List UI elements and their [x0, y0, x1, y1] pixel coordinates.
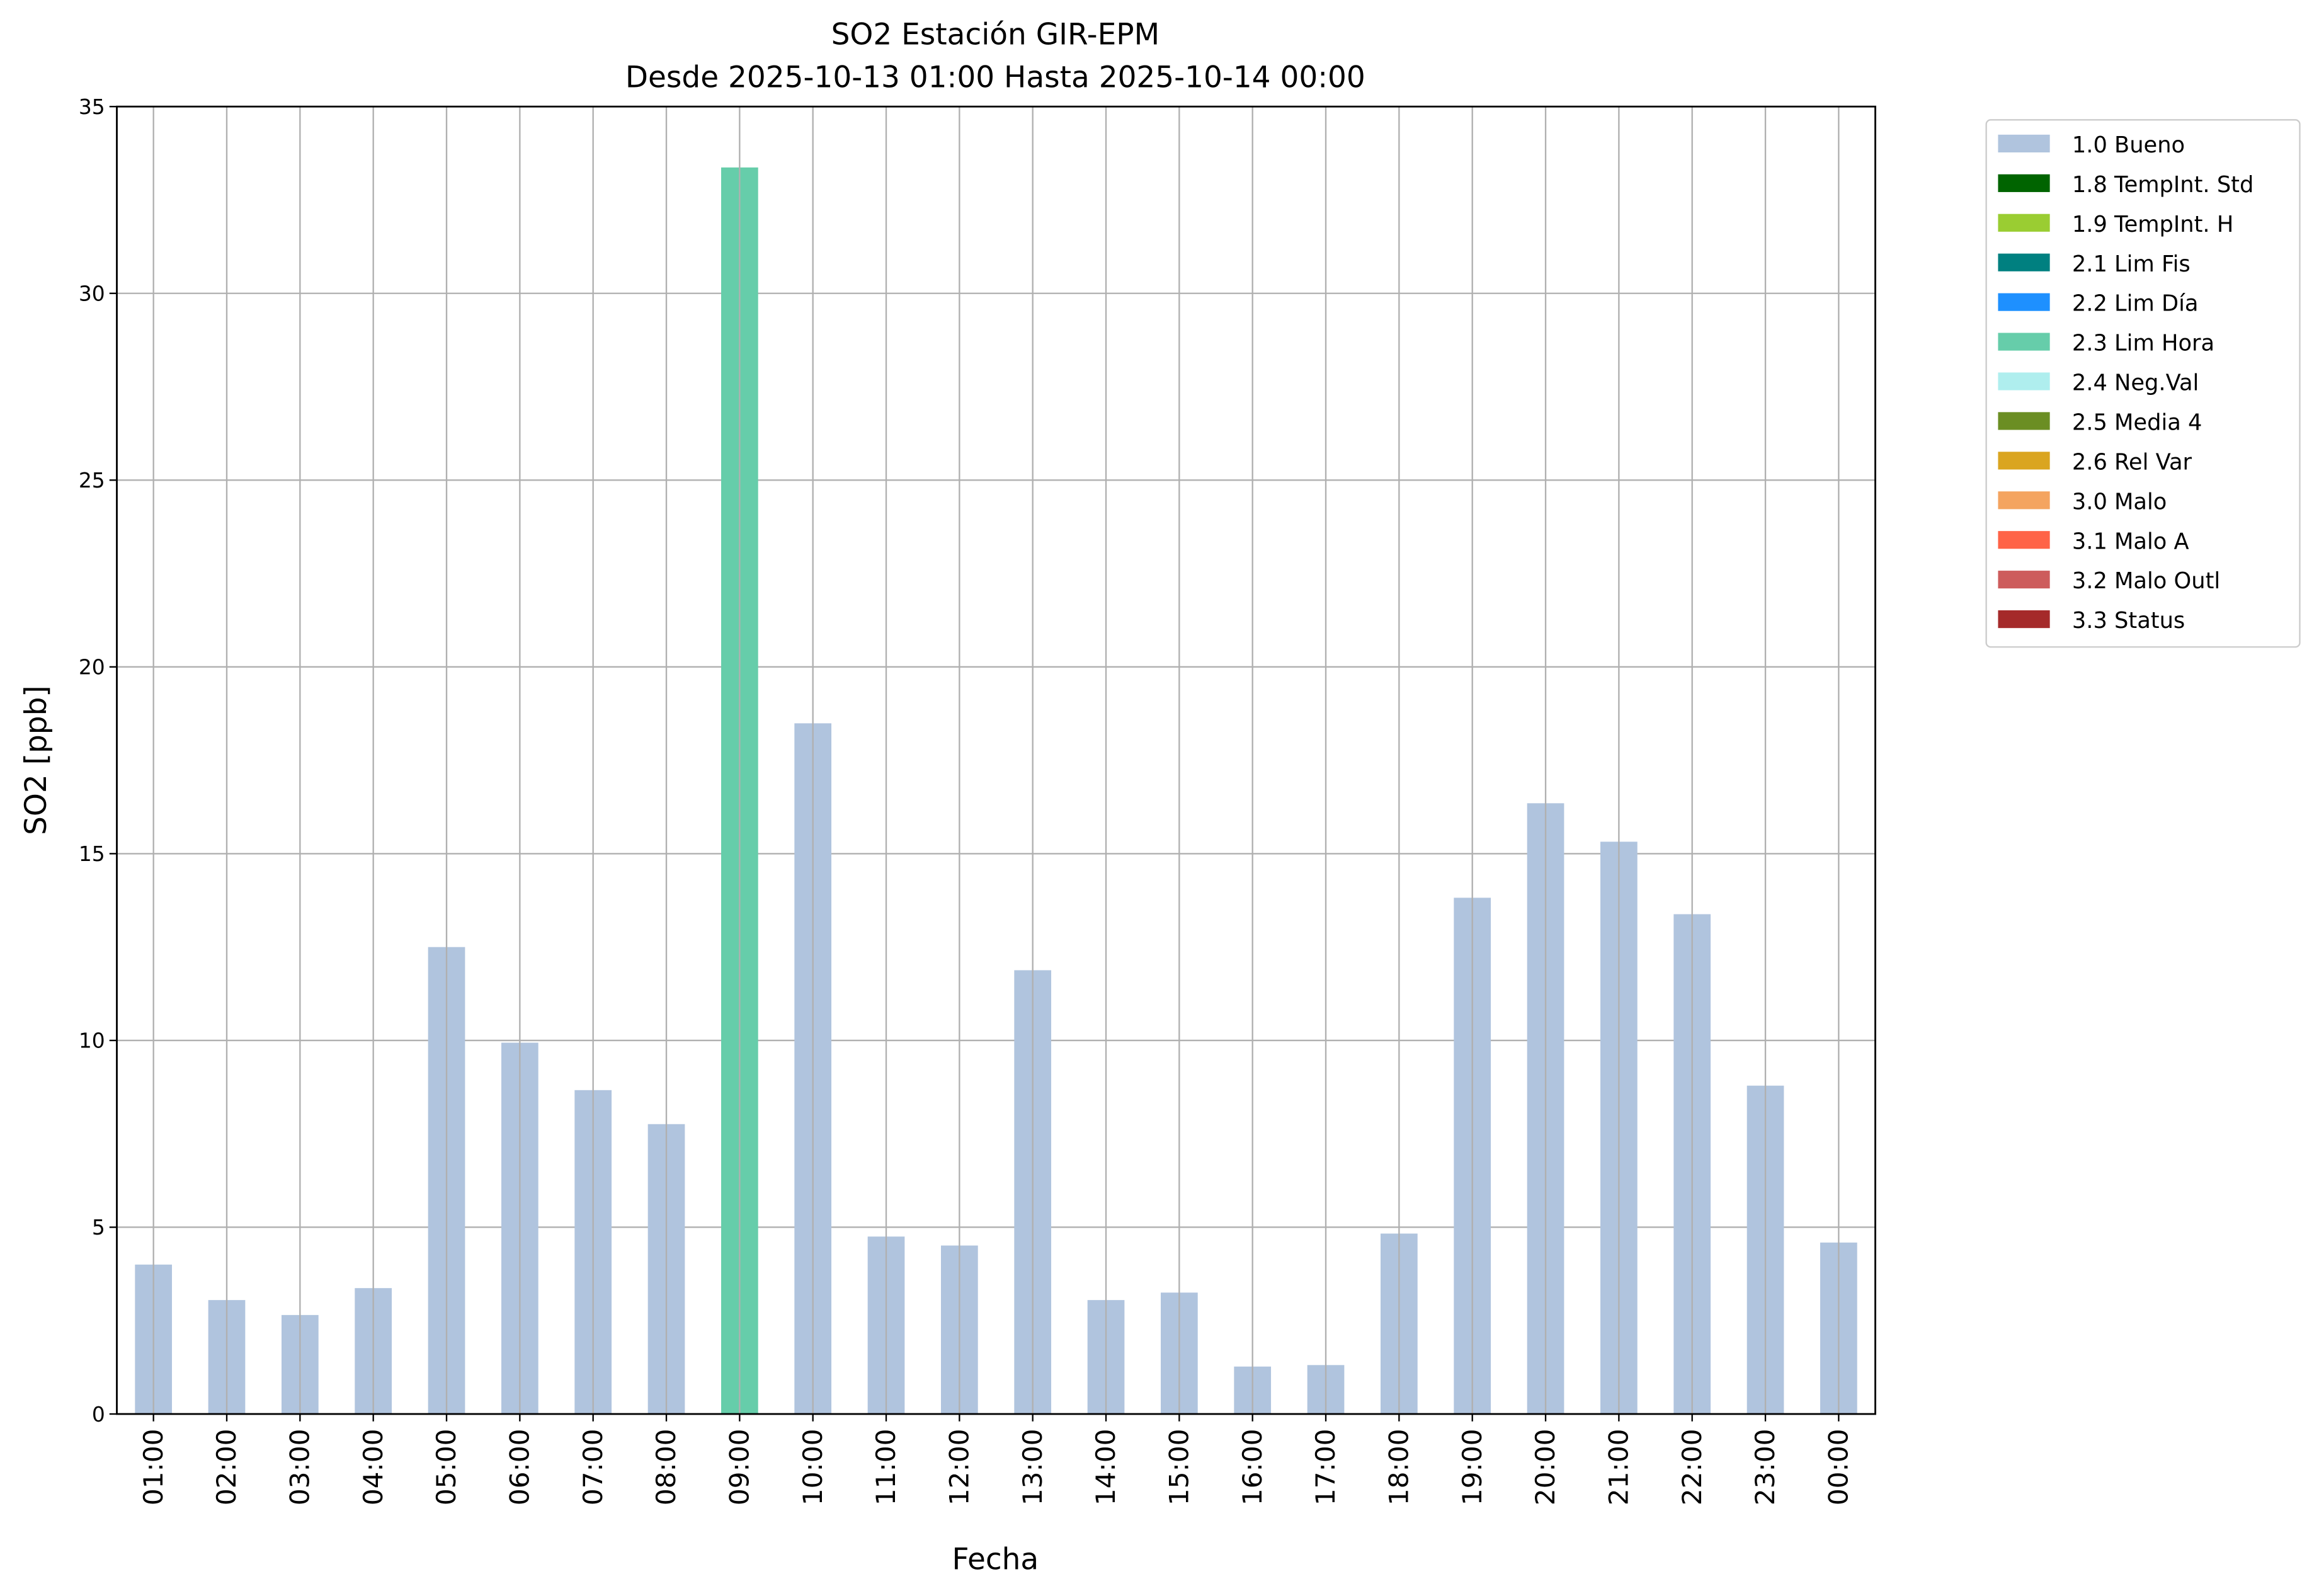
- y-tick-label: 0: [92, 1402, 105, 1427]
- x-tick-label: 10:00: [797, 1429, 828, 1506]
- legend-swatch: [1998, 491, 2050, 510]
- x-tick-label: 22:00: [1677, 1429, 1707, 1506]
- x-tick-label: 00:00: [1823, 1429, 1854, 1506]
- x-tick-label: 04:00: [358, 1429, 389, 1506]
- legend-label: 2.1 Lim Fis: [2072, 251, 2191, 277]
- x-tick-label: 07:00: [578, 1429, 608, 1506]
- chart-title: SO2 Estación GIR-EPM: [831, 18, 1160, 52]
- legend-label: 2.2 Lim Día: [2072, 291, 2199, 317]
- y-tick-label: 10: [79, 1029, 105, 1053]
- legend-label: 2.5 Media 4: [2072, 410, 2202, 436]
- legend-label: 3.2 Malo Outl: [2072, 568, 2220, 594]
- x-tick-label: 03:00: [284, 1429, 315, 1506]
- legend-swatch: [1998, 214, 2050, 232]
- x-tick-label: 16:00: [1237, 1429, 1268, 1506]
- legend-label: 2.4 Neg.Val: [2072, 370, 2199, 396]
- legend-label: 3.1 Malo A: [2072, 528, 2189, 554]
- x-tick-label: 11:00: [870, 1429, 901, 1506]
- legend-label: 2.3 Lim Hora: [2072, 331, 2214, 356]
- grid-lines: [117, 106, 1876, 1415]
- x-tick-label: 01:00: [138, 1429, 169, 1506]
- x-tick-label: 15:00: [1163, 1429, 1194, 1506]
- legend-label: 3.0 Malo: [2072, 489, 2167, 515]
- y-tick-label: 25: [79, 468, 105, 493]
- legend-swatch: [1998, 253, 2050, 271]
- legend-swatch: [1998, 174, 2050, 192]
- legend-swatch: [1998, 134, 2050, 153]
- x-tick-label: 02:00: [211, 1429, 242, 1506]
- x-tick-label: 23:00: [1750, 1429, 1781, 1506]
- chart-subtitle: Desde 2025-10-13 01:00 Hasta 2025-10-14 …: [625, 60, 1365, 95]
- legend-label: 2.6 Rel Var: [2072, 449, 2192, 475]
- x-tick-label: 21:00: [1603, 1429, 1634, 1506]
- x-tick-label: 09:00: [724, 1429, 755, 1506]
- y-tick-label: 15: [79, 841, 105, 866]
- x-tick-label: 06:00: [504, 1429, 535, 1506]
- y-ticks: 0 5 10 15 20 25 30 35: [79, 94, 117, 1427]
- x-tick-label: 20:00: [1530, 1429, 1561, 1506]
- x-axis-label: Fecha: [952, 1542, 1039, 1577]
- legend-label: 1.9 TempInt. H: [2072, 212, 2233, 237]
- x-tick-label: 18:00: [1383, 1429, 1414, 1506]
- legend-swatch: [1998, 293, 2050, 311]
- vertical-grid-lines: [152, 106, 1840, 1415]
- legend-swatch: [1998, 333, 2050, 351]
- legend-label: 1.0 Bueno: [2072, 132, 2185, 158]
- legend-swatch: [1998, 571, 2050, 589]
- x-tick-label: 13:00: [1017, 1429, 1048, 1506]
- legend-swatch: [1998, 531, 2050, 549]
- y-tick-label: 35: [79, 94, 105, 119]
- legend-label: 1.8 TempInt. Std: [2072, 172, 2254, 198]
- y-tick-label: 30: [79, 281, 105, 305]
- legend-swatch: [1998, 372, 2050, 390]
- legend-frame: [1985, 119, 2301, 648]
- x-tick-label: 05:00: [431, 1429, 462, 1506]
- y-tick-label: 5: [92, 1215, 105, 1240]
- y-tick-label: 20: [79, 655, 105, 680]
- x-tick-label: 19:00: [1457, 1429, 1488, 1506]
- legend-swatch: [1998, 610, 2050, 629]
- legend-label: 3.3 Status: [2072, 608, 2185, 634]
- legend: 1.0 Bueno 1.8 TempInt. Std 1.9 TempInt. H 2…: [1985, 119, 2301, 648]
- x-tick-label: 17:00: [1310, 1429, 1341, 1506]
- legend-swatch: [1998, 452, 2050, 470]
- x-ticks: 01:00 02:00 03:00 04:00 05:00 06:00 07:00 08:00…: [138, 1414, 1854, 1505]
- x-tick-label: 14:00: [1090, 1429, 1121, 1506]
- x-tick-label: 08:00: [651, 1429, 681, 1506]
- x-tick-label: 12:00: [943, 1429, 974, 1506]
- legend-swatch: [1998, 412, 2050, 430]
- plot-frame: [116, 105, 1876, 1415]
- y-axis-label: SO2 [ppb]: [19, 685, 54, 835]
